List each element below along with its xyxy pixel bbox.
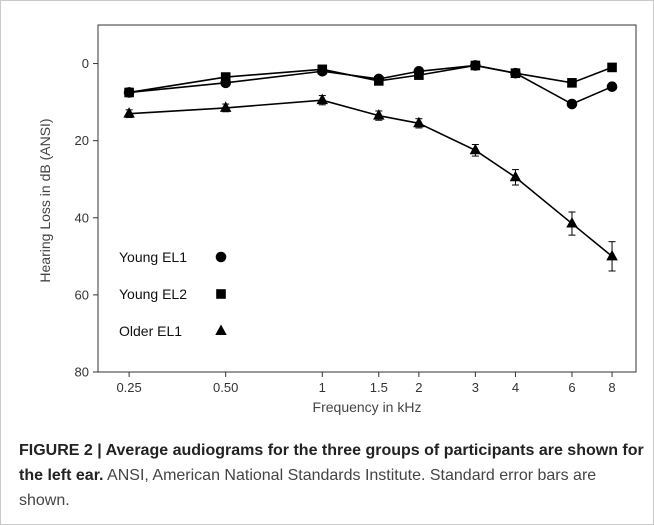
young-el1-line [129, 64, 613, 105]
older-el1-point [509, 170, 522, 182]
young-el2-point [373, 76, 384, 86]
older-el1-point [566, 217, 578, 228]
x-tick-label: 4 [512, 380, 519, 395]
x-tick-label: 3 [472, 380, 479, 395]
error-bars [125, 95, 616, 272]
older-el1-point [123, 107, 135, 118]
audiogram-chart: 0 20 40 60 80 0.25 0.50 1 1.5 2 3 4 6 8 Frequency in k… [37, 24, 637, 415]
y-tick-label: 40 [75, 210, 89, 225]
x-tick-label: 0.25 [116, 380, 141, 395]
older-el1-point [413, 116, 425, 128]
young-el2-point [414, 70, 424, 80]
young-el2-point [317, 64, 328, 75]
young-el2-point [607, 62, 617, 73]
older-el1-point [316, 93, 329, 105]
young-el2-line [128, 64, 613, 94]
young-el2-point [510, 68, 521, 78]
legend-marker-young-el1 [215, 251, 227, 263]
x-tick-label: 1.5 [370, 380, 388, 395]
older-el1-line [129, 99, 613, 257]
young-el1-point [566, 98, 578, 110]
older-el1-point [606, 249, 618, 261]
legend-label-older-el1: Older EL1 [119, 323, 182, 339]
y-tick-label: 80 [75, 365, 89, 380]
young-el2-point [220, 72, 231, 82]
older-el1-point [219, 101, 232, 112]
x-tick-label: 1 [319, 380, 326, 395]
x-tick-label: 6 [568, 380, 575, 395]
legend-marker-young-el2 [216, 289, 226, 299]
young-el2-point [124, 87, 134, 98]
plot-border [97, 24, 637, 373]
caption-title: FIGURE 2 | Average audiograms for the th… [19, 442, 644, 484]
legend-label-young-el1: Young EL1 [119, 249, 187, 265]
figure-caption: FIGURE 2 | Average audiograms for the th… [19, 438, 644, 513]
y-tick-label: 60 [75, 287, 89, 302]
young-el2-point [567, 78, 577, 88]
young-el1-point [606, 81, 618, 92]
young-el2-point [470, 60, 481, 71]
y-tick-label: 0 [82, 56, 89, 71]
legend-label-young-el2: Young EL2 [119, 286, 187, 302]
caption-body: ANSI, American National Standards Instit… [19, 467, 597, 509]
series-markers [123, 60, 618, 261]
older-el1-point [469, 143, 482, 155]
x-tick-label: 0.50 [213, 380, 238, 395]
legend-marker-older-el1 [215, 324, 227, 335]
x-axis-title: Frequency in kHz [313, 399, 422, 415]
series-lines [128, 64, 613, 257]
older-el1-point [373, 109, 385, 120]
y-tick-label: 20 [75, 133, 89, 148]
legend: Young EL1 Young EL2 Older EL1 [119, 249, 227, 339]
x-tick-label: 8 [608, 380, 615, 395]
y-axis-title: Hearing Loss in dB (ANSI) [37, 118, 53, 282]
x-tick-label: 2 [415, 380, 422, 395]
chart-axes: 0 20 40 60 80 0.25 0.50 1 1.5 2 3 4 6 8 Frequency in k… [37, 24, 637, 415]
